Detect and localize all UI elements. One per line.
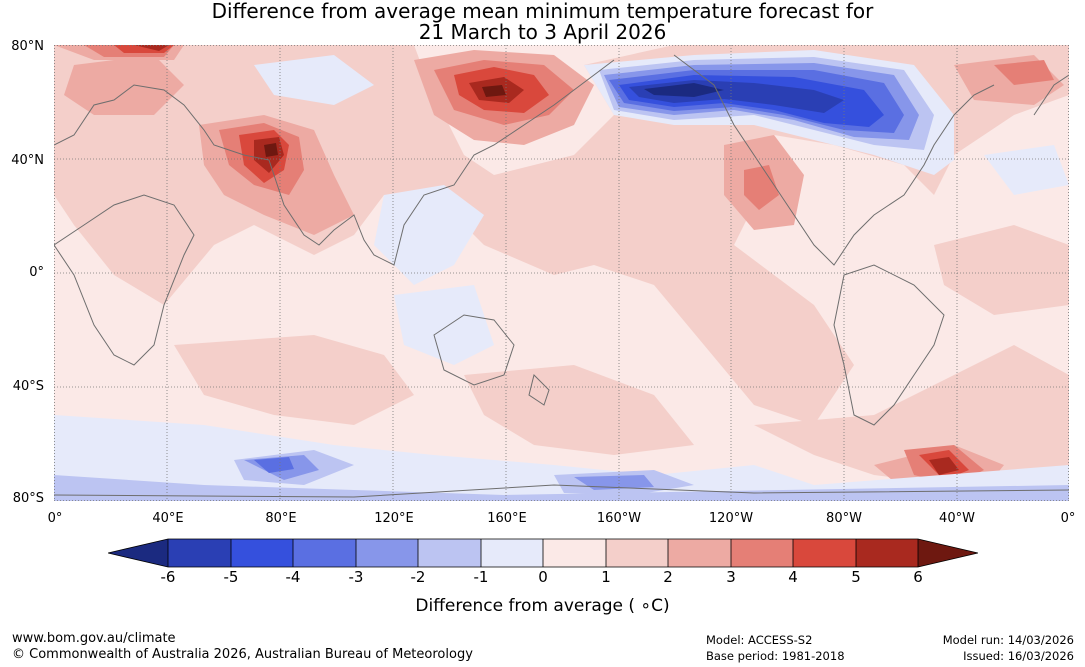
footer-base-period: Base period: 1981-2018: [706, 649, 845, 663]
colorbar-bin-minus2-to-minus1: [418, 539, 481, 567]
colorbar-tick: 5: [851, 568, 861, 586]
colorbar-arrow-low: [108, 539, 168, 567]
colorbar-bin-4-to-5: [793, 539, 856, 567]
lat-label-40s: 40°S: [12, 379, 44, 394]
lon-label-40e: 40°E: [152, 511, 184, 526]
colorbar-tick: 3: [726, 568, 736, 586]
colorbar-tick: -2: [410, 568, 426, 586]
footer-model: Model: ACCESS-S2: [706, 633, 813, 647]
colorbar-tick: -1: [473, 568, 489, 586]
colorbar-tick: -6: [160, 568, 176, 586]
colorbar-tick: 2: [663, 568, 673, 586]
colorbar-bin-1-to-2: [606, 539, 668, 567]
lon-label-160e: 160°E: [487, 511, 527, 526]
footer-copyright: © Commonwealth of Australia 2026, Austra…: [12, 647, 473, 662]
colorbar-tick: 1: [601, 568, 611, 586]
lat-label-80n: 80°N: [11, 39, 44, 54]
colorbar-arrow-high: [918, 539, 978, 567]
lon-label-0-east-edge: 0°: [1060, 511, 1076, 526]
colorbar-bin-minus1-to-0: [481, 539, 543, 567]
map-title-line2: 21 March to 3 April 2026: [418, 20, 667, 44]
lat-label-0: 0°: [29, 265, 44, 280]
colorbar-bin-minus3-to-minus2: [356, 539, 418, 567]
coastlines: [54, 54, 1069, 498]
colorbar-tick: 0: [538, 568, 548, 586]
colorbar-bin-minus6-to-minus5: [168, 539, 231, 567]
map-title-line1: Difference from average mean minimum tem…: [211, 0, 874, 23]
footer-issued: Issued: 16/03/2026: [963, 649, 1074, 663]
colorbar-bin-3-to-4: [731, 539, 793, 567]
lon-label-80e: 80°E: [265, 511, 297, 526]
lat-label-80s: 80°S: [12, 491, 44, 506]
colorbar-tick: -3: [348, 568, 364, 586]
anomaly-below-minus6-regions: [644, 83, 724, 97]
colorbar-bin-minus4-to-minus3: [293, 539, 356, 567]
colorbar-bin-5-to-6: [856, 539, 918, 567]
lon-label-0-west-edge: 0°: [47, 511, 63, 526]
colorbar-tick: -5: [223, 568, 239, 586]
lat-label-40n: 40°N: [11, 153, 44, 168]
temperature-anomaly-map: [54, 45, 1069, 501]
colorbar-bin-0-to-1: [543, 539, 606, 567]
anomaly-above-6-regions: [264, 85, 506, 157]
lon-label-40w: 40°W: [939, 511, 975, 526]
colorbar-label: Difference from average ( ∘C): [415, 596, 670, 616]
colorbar-bin-2-to-3: [668, 539, 731, 567]
graticule: [54, 45, 1069, 501]
footer-model-run: Model run: 14/03/2026: [942, 633, 1074, 647]
lon-label-120w: 120°W: [708, 511, 754, 526]
colorbar-tick: 6: [913, 568, 923, 586]
lon-label-160w: 160°W: [596, 511, 642, 526]
colorbar: [108, 538, 978, 568]
lon-label-80w: 80°W: [826, 511, 862, 526]
footer-site-url: www.bom.gov.au/climate: [12, 631, 176, 646]
lon-label-120e: 120°E: [374, 511, 414, 526]
colorbar-bin-minus5-to-minus4: [231, 539, 293, 567]
colorbar-tick: 4: [788, 568, 798, 586]
colorbar-tick: -4: [285, 568, 301, 586]
